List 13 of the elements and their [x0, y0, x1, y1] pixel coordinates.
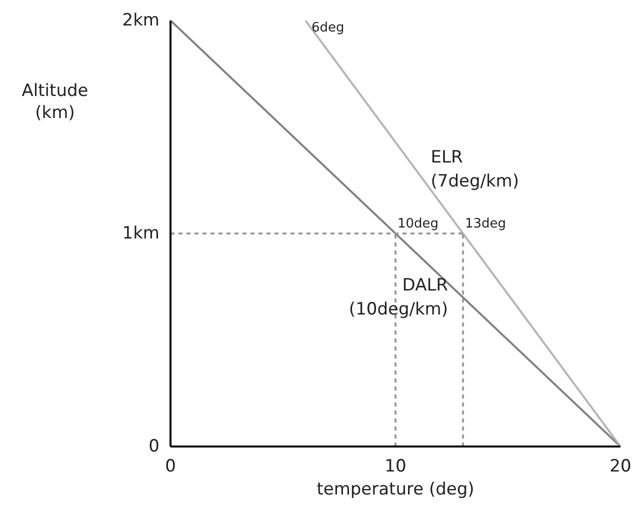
series-label: ELR (7deg/km) [430, 148, 520, 192]
annotation: 10deg [398, 216, 439, 232]
y-tick-label: 1km [122, 224, 160, 244]
x-tick-label: 10 [384, 456, 406, 476]
y-tick-label: 0 [148, 436, 160, 456]
series-label: DALR (10deg/km) [348, 275, 448, 320]
y-axis-title: Altitude (km) [22, 80, 88, 124]
y-tick-label: 2km [122, 10, 160, 30]
x-tick-label: 20 [610, 456, 632, 476]
annotation: 13deg [465, 216, 506, 232]
x-axis-title: temperature (deg) [316, 480, 474, 500]
x-tick-label: 0 [165, 456, 176, 476]
annotation: 6deg [312, 20, 344, 36]
